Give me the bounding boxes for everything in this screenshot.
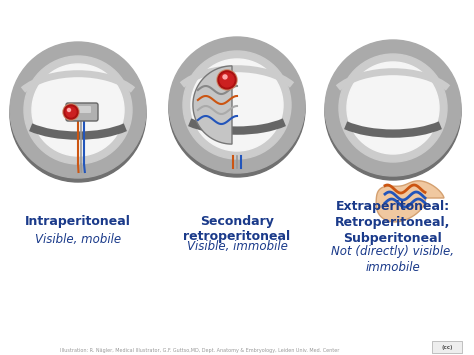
FancyBboxPatch shape xyxy=(432,341,462,353)
FancyBboxPatch shape xyxy=(66,103,98,121)
Circle shape xyxy=(347,62,439,154)
Circle shape xyxy=(183,51,291,159)
Circle shape xyxy=(169,41,305,177)
Text: Extraperitoneal:
Retroperitoneal,
Subperitoneal: Extraperitoneal: Retroperitoneal, Subper… xyxy=(335,200,451,245)
Text: Visible, immobile: Visible, immobile xyxy=(187,240,287,253)
Circle shape xyxy=(223,75,227,79)
Circle shape xyxy=(339,54,447,162)
Circle shape xyxy=(10,42,146,178)
Text: (cc): (cc) xyxy=(441,344,453,350)
Circle shape xyxy=(325,40,461,176)
Text: Visible, mobile: Visible, mobile xyxy=(35,233,121,246)
Text: Not (directly) visible,
immobile: Not (directly) visible, immobile xyxy=(331,245,455,274)
Circle shape xyxy=(191,59,283,151)
Circle shape xyxy=(32,64,124,156)
Circle shape xyxy=(217,70,237,90)
Text: Intraperitoneal: Intraperitoneal xyxy=(25,215,131,228)
Circle shape xyxy=(67,109,71,111)
Text: Secondary
retroperitoneal: Secondary retroperitoneal xyxy=(183,215,291,243)
Circle shape xyxy=(63,104,79,120)
Circle shape xyxy=(64,105,78,119)
Circle shape xyxy=(10,46,146,182)
Circle shape xyxy=(66,107,76,117)
FancyBboxPatch shape xyxy=(69,106,91,113)
Polygon shape xyxy=(376,181,444,222)
Circle shape xyxy=(218,71,236,89)
Text: Illustration: R. Nägler, Medical Illustrator, G.F. Guttso,MD, Dept. Anatomy & Em: Illustration: R. Nägler, Medical Illustr… xyxy=(60,348,340,353)
Circle shape xyxy=(24,56,132,164)
Circle shape xyxy=(325,44,461,180)
Circle shape xyxy=(220,73,234,87)
Circle shape xyxy=(169,37,305,173)
Polygon shape xyxy=(193,66,232,144)
